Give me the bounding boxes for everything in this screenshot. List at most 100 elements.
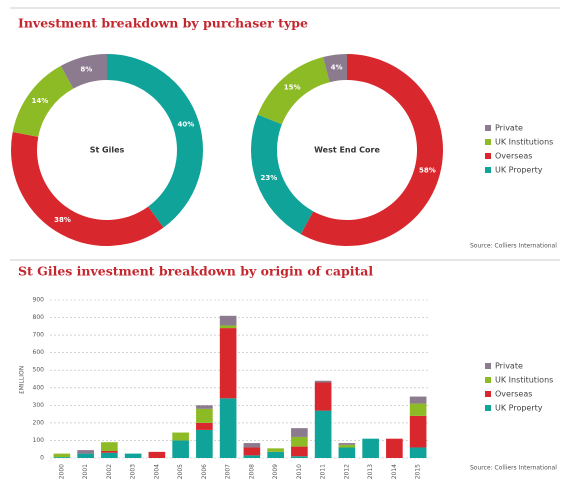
- bar-segment: [409, 403, 427, 416]
- bar-segment: [409, 447, 427, 458]
- bar-segment: [101, 450, 118, 453]
- bar-segment: [386, 438, 403, 458]
- bar-segment: [172, 440, 189, 458]
- bar-segment: [267, 448, 284, 452]
- x-tick-label: 2008: [248, 464, 255, 479]
- bar-segment: [172, 432, 189, 441]
- data-label: 4%: [331, 64, 343, 72]
- donut-segment: [60, 54, 107, 89]
- y-tick-label: 100: [33, 437, 45, 444]
- bar-segment: [314, 382, 332, 411]
- donut-segment: [251, 114, 314, 235]
- bar-segment: [243, 455, 261, 458]
- bar-segment: [314, 380, 332, 383]
- data-label: 38%: [54, 216, 71, 224]
- donut-segment: [10, 132, 164, 247]
- x-tick-label: 2013: [367, 464, 374, 479]
- bar-segment: [267, 451, 284, 458]
- data-label: 8%: [80, 66, 92, 74]
- bar-segment: [196, 405, 213, 409]
- bar-segment: [77, 453, 94, 458]
- x-tick-label: 2006: [201, 464, 208, 479]
- bar-segment: [148, 451, 166, 458]
- legend-swatch: [485, 153, 491, 159]
- bar-segment: [338, 443, 356, 445]
- x-tick-label: 2015: [415, 464, 422, 479]
- x-tick-label: 2004: [153, 464, 160, 479]
- legend-label: UK Property: [495, 166, 543, 175]
- x-tick-label: 2010: [296, 464, 303, 479]
- y-tick-label: 400: [33, 384, 45, 391]
- x-tick-label: 2001: [82, 464, 89, 479]
- data-label: 14%: [31, 97, 48, 105]
- legend-swatch: [485, 139, 491, 145]
- chart-title: St Giles investment breakdown by origin …: [18, 264, 373, 279]
- bar-segment: [196, 429, 213, 458]
- y-tick-label: 800: [33, 314, 45, 321]
- center-label: West End Core: [314, 146, 380, 155]
- bar-segment: [53, 457, 71, 458]
- source: Source: Colliers International: [470, 465, 557, 472]
- bar-segment: [243, 447, 261, 456]
- donut-segment: [323, 54, 347, 83]
- legend-label: Private: [495, 362, 523, 371]
- y-tick-label: 900: [33, 297, 45, 304]
- source: Source: Colliers International: [470, 243, 557, 250]
- x-tick-label: 2000: [58, 464, 65, 479]
- data-label: 40%: [178, 120, 195, 128]
- bar-segment: [101, 452, 118, 458]
- x-tick-label: 2011: [320, 464, 327, 479]
- x-tick-label: 2009: [272, 464, 279, 479]
- donut-segment: [300, 54, 444, 247]
- chart-title: Investment breakdown by purchaser type: [18, 16, 308, 31]
- bar-segment: [338, 444, 356, 448]
- data-label: 23%: [261, 174, 278, 182]
- x-tick-label: 2002: [106, 464, 113, 479]
- center-label: St Giles: [90, 146, 125, 155]
- bar-segment: [409, 396, 427, 404]
- bar-segment: [77, 450, 94, 454]
- legend-swatch: [485, 391, 491, 397]
- y-tick-label: 600: [33, 349, 45, 356]
- y-tick-label: 0: [40, 455, 44, 462]
- y-tick-label: 700: [33, 332, 45, 339]
- legend-label: UK Property: [495, 404, 543, 413]
- y-tick-label: 200: [33, 419, 45, 426]
- bar-segment: [53, 453, 71, 458]
- x-tick-label: 2007: [225, 464, 232, 479]
- bar-segment: [243, 443, 261, 448]
- bar-segment: [196, 408, 213, 423]
- bar-segment: [101, 442, 118, 451]
- legend-label: Overseas: [495, 390, 532, 399]
- donut-segment: [107, 54, 204, 228]
- legend-swatch: [485, 405, 491, 411]
- legend-label: Overseas: [495, 152, 532, 161]
- legend-label: Private: [495, 124, 523, 133]
- bar-segment: [291, 456, 308, 458]
- bar-segment: [291, 446, 308, 457]
- bar-segment: [196, 422, 213, 430]
- bar-segment: [362, 438, 379, 458]
- bar-segment: [409, 415, 427, 448]
- donut-segment: [257, 57, 330, 125]
- bar-segment: [124, 453, 142, 458]
- y-tick-label: 300: [33, 402, 45, 409]
- bar-segment: [314, 410, 332, 458]
- bar-segment: [338, 447, 356, 458]
- data-label: 15%: [284, 84, 301, 92]
- legend-swatch: [485, 377, 491, 383]
- x-tick-label: 2012: [343, 464, 350, 479]
- y-axis-label: £MILLION: [19, 366, 26, 394]
- y-tick-label: 500: [33, 367, 45, 374]
- bar-segment: [219, 398, 237, 458]
- bar-segment: [291, 428, 308, 437]
- x-tick-label: 2005: [177, 464, 184, 479]
- legend-swatch: [485, 125, 491, 131]
- legend-label: UK Institutions: [495, 376, 553, 385]
- legend-label: UK Institutions: [495, 138, 553, 147]
- donut-segment: [12, 65, 74, 137]
- x-tick-label: 2014: [391, 464, 398, 479]
- data-label: 58%: [419, 167, 436, 175]
- bar-segment: [219, 328, 237, 399]
